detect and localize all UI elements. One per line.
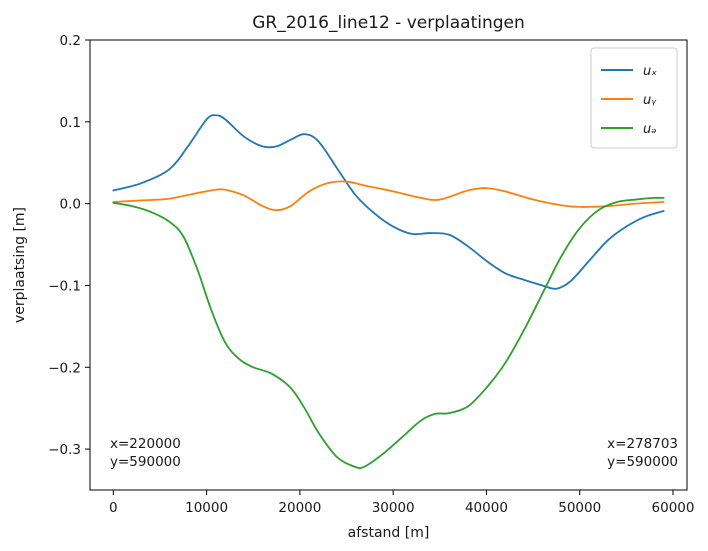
annotation-text: x=278703 [607, 436, 678, 452]
series-line-2 [112, 196, 665, 470]
plot-area: 0 10000 20000 30000 40000 50000 60000 0.2 0.1 0.0… [48, 33, 694, 516]
plot-frame [89, 39, 688, 491]
x-tick-label: 40000 [465, 500, 508, 516]
annotation-text: y=590000 [110, 454, 181, 470]
y-tick-label: −0.3 [48, 442, 81, 458]
legend-box [590, 47, 678, 149]
x-tick-label: 0 [109, 500, 118, 516]
legend-label: uₓ [643, 64, 657, 79]
y-tick-label: −0.2 [48, 360, 81, 376]
x-tick-label: 60000 [652, 500, 695, 516]
series-line-0 [112, 114, 665, 290]
y-tick-label: 0.1 [60, 115, 81, 131]
x-tick-label: 30000 [372, 500, 415, 516]
legend-label: uᵧ [643, 93, 657, 108]
annotation-text: x=220000 [110, 436, 181, 452]
y-tick-label: 0.0 [60, 197, 81, 213]
x-tick-label: 10000 [185, 500, 228, 516]
x-tick-label: 50000 [558, 500, 601, 516]
y-tick-label: −0.1 [48, 278, 81, 294]
x-axis-label: afstand [m] [348, 525, 430, 541]
annotation-text: y=590000 [607, 454, 678, 470]
legend-label: uₔ [643, 122, 657, 137]
y-axis-label: verplaatsing [m] [12, 207, 28, 323]
y-tick-label: 0.2 [60, 33, 81, 49]
x-tick-label: 20000 [278, 500, 321, 516]
series-line-1 [112, 180, 665, 212]
chart-title: GR_2016_line12 - verplaatingen [252, 13, 525, 33]
